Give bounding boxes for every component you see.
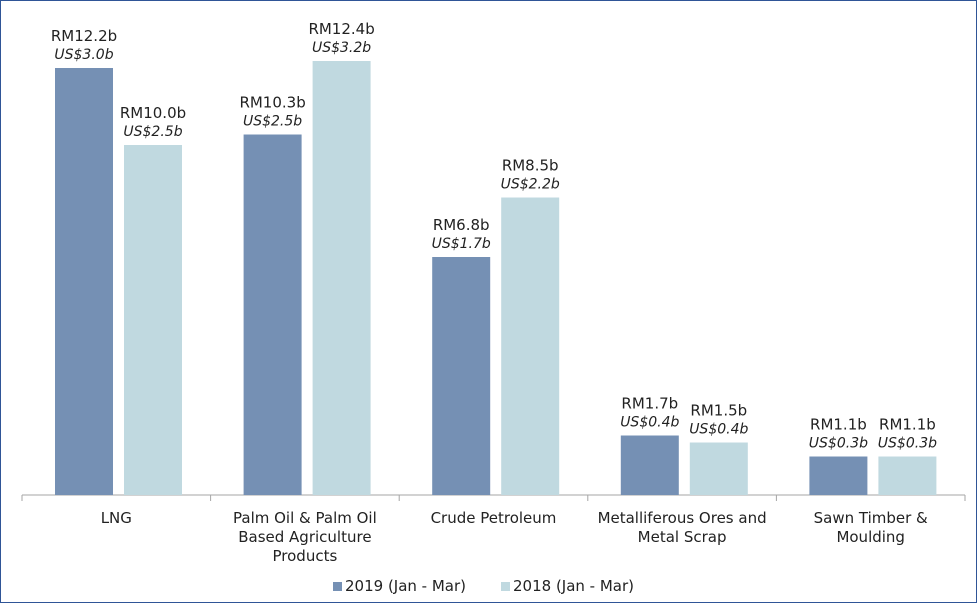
bar-2019 [243,134,302,495]
data-label-rm: RM12.4b [308,20,374,38]
category-label: Sawn Timber & Moulding [814,509,928,546]
category-label: Palm Oil & Palm Oil Based Agriculture Prod… [233,509,377,565]
legend-label: 2019 (Jan - Mar) [345,577,466,595]
data-label-rm: RM8.5b [502,157,559,175]
data-label-usd: US$3.2b [312,40,371,56]
category-label: Metalliferous Ores and Metal Scrap [598,509,767,546]
data-label-usd: US$0.4b [620,415,679,431]
category-label-line: Moulding [836,528,905,546]
bar-2019 [432,257,491,495]
category-label-line: LNG [101,509,132,527]
data-label-rm: RM6.8b [433,216,490,234]
data-label-rm: RM1.7b [621,395,678,413]
data-label-usd: US$3.0b [54,47,113,63]
data-label-usd: US$2.2b [501,177,560,193]
legend-swatch [501,582,510,591]
category-label-line: Based Agriculture [238,528,371,546]
bar-2018 [501,197,560,495]
category-label-line: Sawn Timber & [814,509,928,527]
category-label-line: Metalliferous Ores and [598,509,767,527]
data-label-rm: RM1.1b [879,416,936,434]
bar-2018 [878,456,937,495]
data-label-usd: US$0.4b [689,422,748,438]
data-label-rm: RM12.2b [51,27,117,45]
data-label-rm: RM1.5b [690,402,747,420]
category-label: Crude Petroleum [431,509,557,527]
bar-2019 [620,435,679,495]
legend-swatch [333,582,342,591]
bar-2019 [809,456,868,495]
data-label-usd: US$0.3b [809,436,868,452]
data-label-usd: US$2.5b [123,124,182,140]
bar-2019 [55,68,113,495]
category-label-line: Palm Oil & Palm Oil [233,509,377,527]
data-label-usd: US$1.7b [432,236,491,252]
data-label-rm: RM10.3b [239,94,305,112]
bar-2018 [124,145,182,495]
category-label-line: Metal Scrap [638,528,727,546]
data-label-usd: US$2.5b [243,114,302,130]
category-label: LNG [101,509,132,527]
bar-2018 [689,442,748,495]
data-label-rm: RM1.1b [810,416,867,434]
category-label-line: Products [273,547,338,565]
data-label-usd: US$0.3b [878,436,937,452]
legend-label: 2018 (Jan - Mar) [513,577,634,595]
data-label-rm: RM10.0b [120,104,186,122]
bar-2018 [312,61,371,495]
category-label-line: Crude Petroleum [431,509,557,527]
